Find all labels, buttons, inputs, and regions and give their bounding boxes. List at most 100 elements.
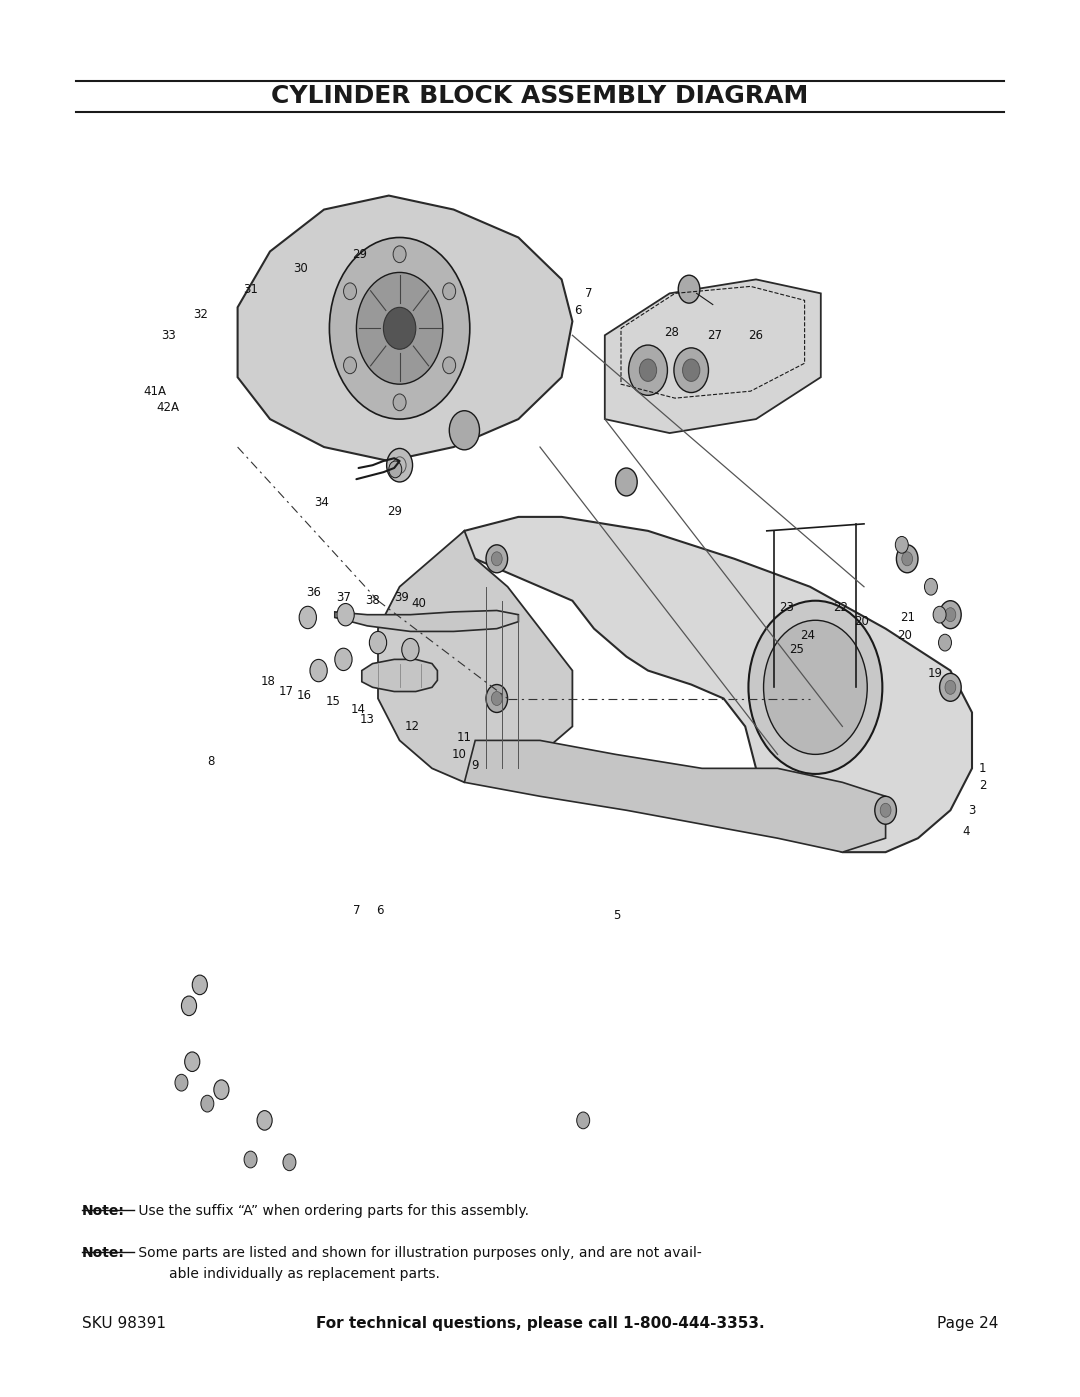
- Circle shape: [310, 659, 327, 682]
- Circle shape: [185, 1052, 200, 1071]
- Circle shape: [369, 631, 387, 654]
- Text: 2: 2: [980, 778, 986, 792]
- Text: 39: 39: [394, 591, 409, 605]
- Circle shape: [895, 536, 908, 553]
- Text: 22: 22: [833, 601, 848, 615]
- Polygon shape: [605, 279, 821, 433]
- Text: Use the suffix “A” when ordering parts for this assembly.: Use the suffix “A” when ordering parts f…: [134, 1204, 529, 1218]
- Circle shape: [443, 358, 456, 374]
- Circle shape: [933, 606, 946, 623]
- Text: 16: 16: [297, 689, 312, 703]
- Text: 14: 14: [351, 703, 366, 717]
- Circle shape: [902, 552, 913, 566]
- Circle shape: [486, 685, 508, 712]
- Text: 26: 26: [748, 328, 764, 342]
- Polygon shape: [362, 659, 437, 692]
- Text: 40: 40: [411, 597, 427, 610]
- Text: 10: 10: [451, 747, 467, 761]
- Text: 21: 21: [900, 610, 915, 624]
- Text: 24: 24: [800, 629, 815, 643]
- Circle shape: [389, 461, 402, 478]
- Text: 19: 19: [928, 666, 943, 680]
- Text: 20: 20: [854, 615, 869, 629]
- Circle shape: [343, 282, 356, 300]
- Circle shape: [175, 1074, 188, 1091]
- Circle shape: [343, 356, 356, 373]
- Text: 37: 37: [336, 591, 351, 605]
- Text: 7: 7: [353, 904, 360, 918]
- Circle shape: [486, 545, 508, 573]
- Text: 18: 18: [260, 675, 275, 689]
- Circle shape: [616, 468, 637, 496]
- Circle shape: [875, 796, 896, 824]
- Circle shape: [387, 448, 413, 482]
- Text: 30: 30: [293, 261, 308, 275]
- Polygon shape: [454, 517, 972, 852]
- Text: 28: 28: [664, 326, 679, 339]
- Polygon shape: [464, 740, 886, 852]
- Circle shape: [683, 359, 700, 381]
- Circle shape: [214, 1080, 229, 1099]
- Text: 13: 13: [360, 712, 375, 726]
- Text: 23: 23: [779, 601, 794, 615]
- Text: 29: 29: [387, 504, 402, 518]
- Circle shape: [244, 1151, 257, 1168]
- Circle shape: [283, 1154, 296, 1171]
- Circle shape: [181, 996, 197, 1016]
- Circle shape: [356, 272, 443, 384]
- Text: 38: 38: [365, 594, 380, 608]
- Text: Some parts are listed and shown for illustration purposes only, and are not avai: Some parts are listed and shown for illu…: [134, 1246, 702, 1260]
- Text: able individually as replacement parts.: able individually as replacement parts.: [134, 1267, 440, 1281]
- Text: For technical questions, please call 1-800-444-3353.: For technical questions, please call 1-8…: [315, 1316, 765, 1331]
- Circle shape: [678, 275, 700, 303]
- Circle shape: [880, 803, 891, 817]
- Circle shape: [674, 348, 708, 393]
- Circle shape: [945, 680, 956, 694]
- Circle shape: [945, 608, 956, 622]
- Circle shape: [383, 307, 416, 349]
- Text: Page 24: Page 24: [936, 1316, 998, 1331]
- Circle shape: [896, 545, 918, 573]
- Circle shape: [393, 394, 406, 411]
- Circle shape: [491, 692, 502, 705]
- Text: 42A: 42A: [156, 401, 179, 415]
- Text: 8: 8: [207, 754, 214, 768]
- Circle shape: [764, 620, 867, 754]
- Circle shape: [443, 282, 456, 300]
- Text: 4: 4: [963, 824, 970, 838]
- Text: 31: 31: [243, 282, 258, 296]
- Text: SKU 98391: SKU 98391: [82, 1316, 166, 1331]
- Circle shape: [449, 411, 480, 450]
- Polygon shape: [335, 610, 518, 631]
- Text: 32: 32: [193, 307, 208, 321]
- Text: 5: 5: [613, 908, 620, 922]
- Circle shape: [924, 578, 937, 595]
- Text: 6: 6: [575, 303, 581, 317]
- Text: 6: 6: [377, 904, 383, 918]
- Text: 27: 27: [707, 328, 723, 342]
- Text: CYLINDER BLOCK ASSEMBLY DIAGRAM: CYLINDER BLOCK ASSEMBLY DIAGRAM: [271, 84, 809, 109]
- Text: 25: 25: [789, 643, 805, 657]
- Circle shape: [329, 237, 470, 419]
- Circle shape: [393, 246, 406, 263]
- Text: 7: 7: [585, 286, 592, 300]
- Circle shape: [577, 1112, 590, 1129]
- Circle shape: [940, 601, 961, 629]
- Text: 1: 1: [980, 761, 986, 775]
- Circle shape: [201, 1095, 214, 1112]
- Circle shape: [629, 345, 667, 395]
- Text: 15: 15: [325, 694, 340, 708]
- Circle shape: [639, 359, 657, 381]
- Text: 33: 33: [161, 328, 176, 342]
- Circle shape: [299, 606, 316, 629]
- Text: 41A: 41A: [143, 384, 166, 398]
- Circle shape: [748, 601, 882, 774]
- Circle shape: [257, 1111, 272, 1130]
- Text: 12: 12: [405, 719, 420, 733]
- Circle shape: [402, 638, 419, 661]
- Circle shape: [337, 604, 354, 626]
- Circle shape: [491, 552, 502, 566]
- Text: 36: 36: [306, 585, 321, 599]
- Circle shape: [192, 975, 207, 995]
- Text: 20: 20: [897, 629, 913, 643]
